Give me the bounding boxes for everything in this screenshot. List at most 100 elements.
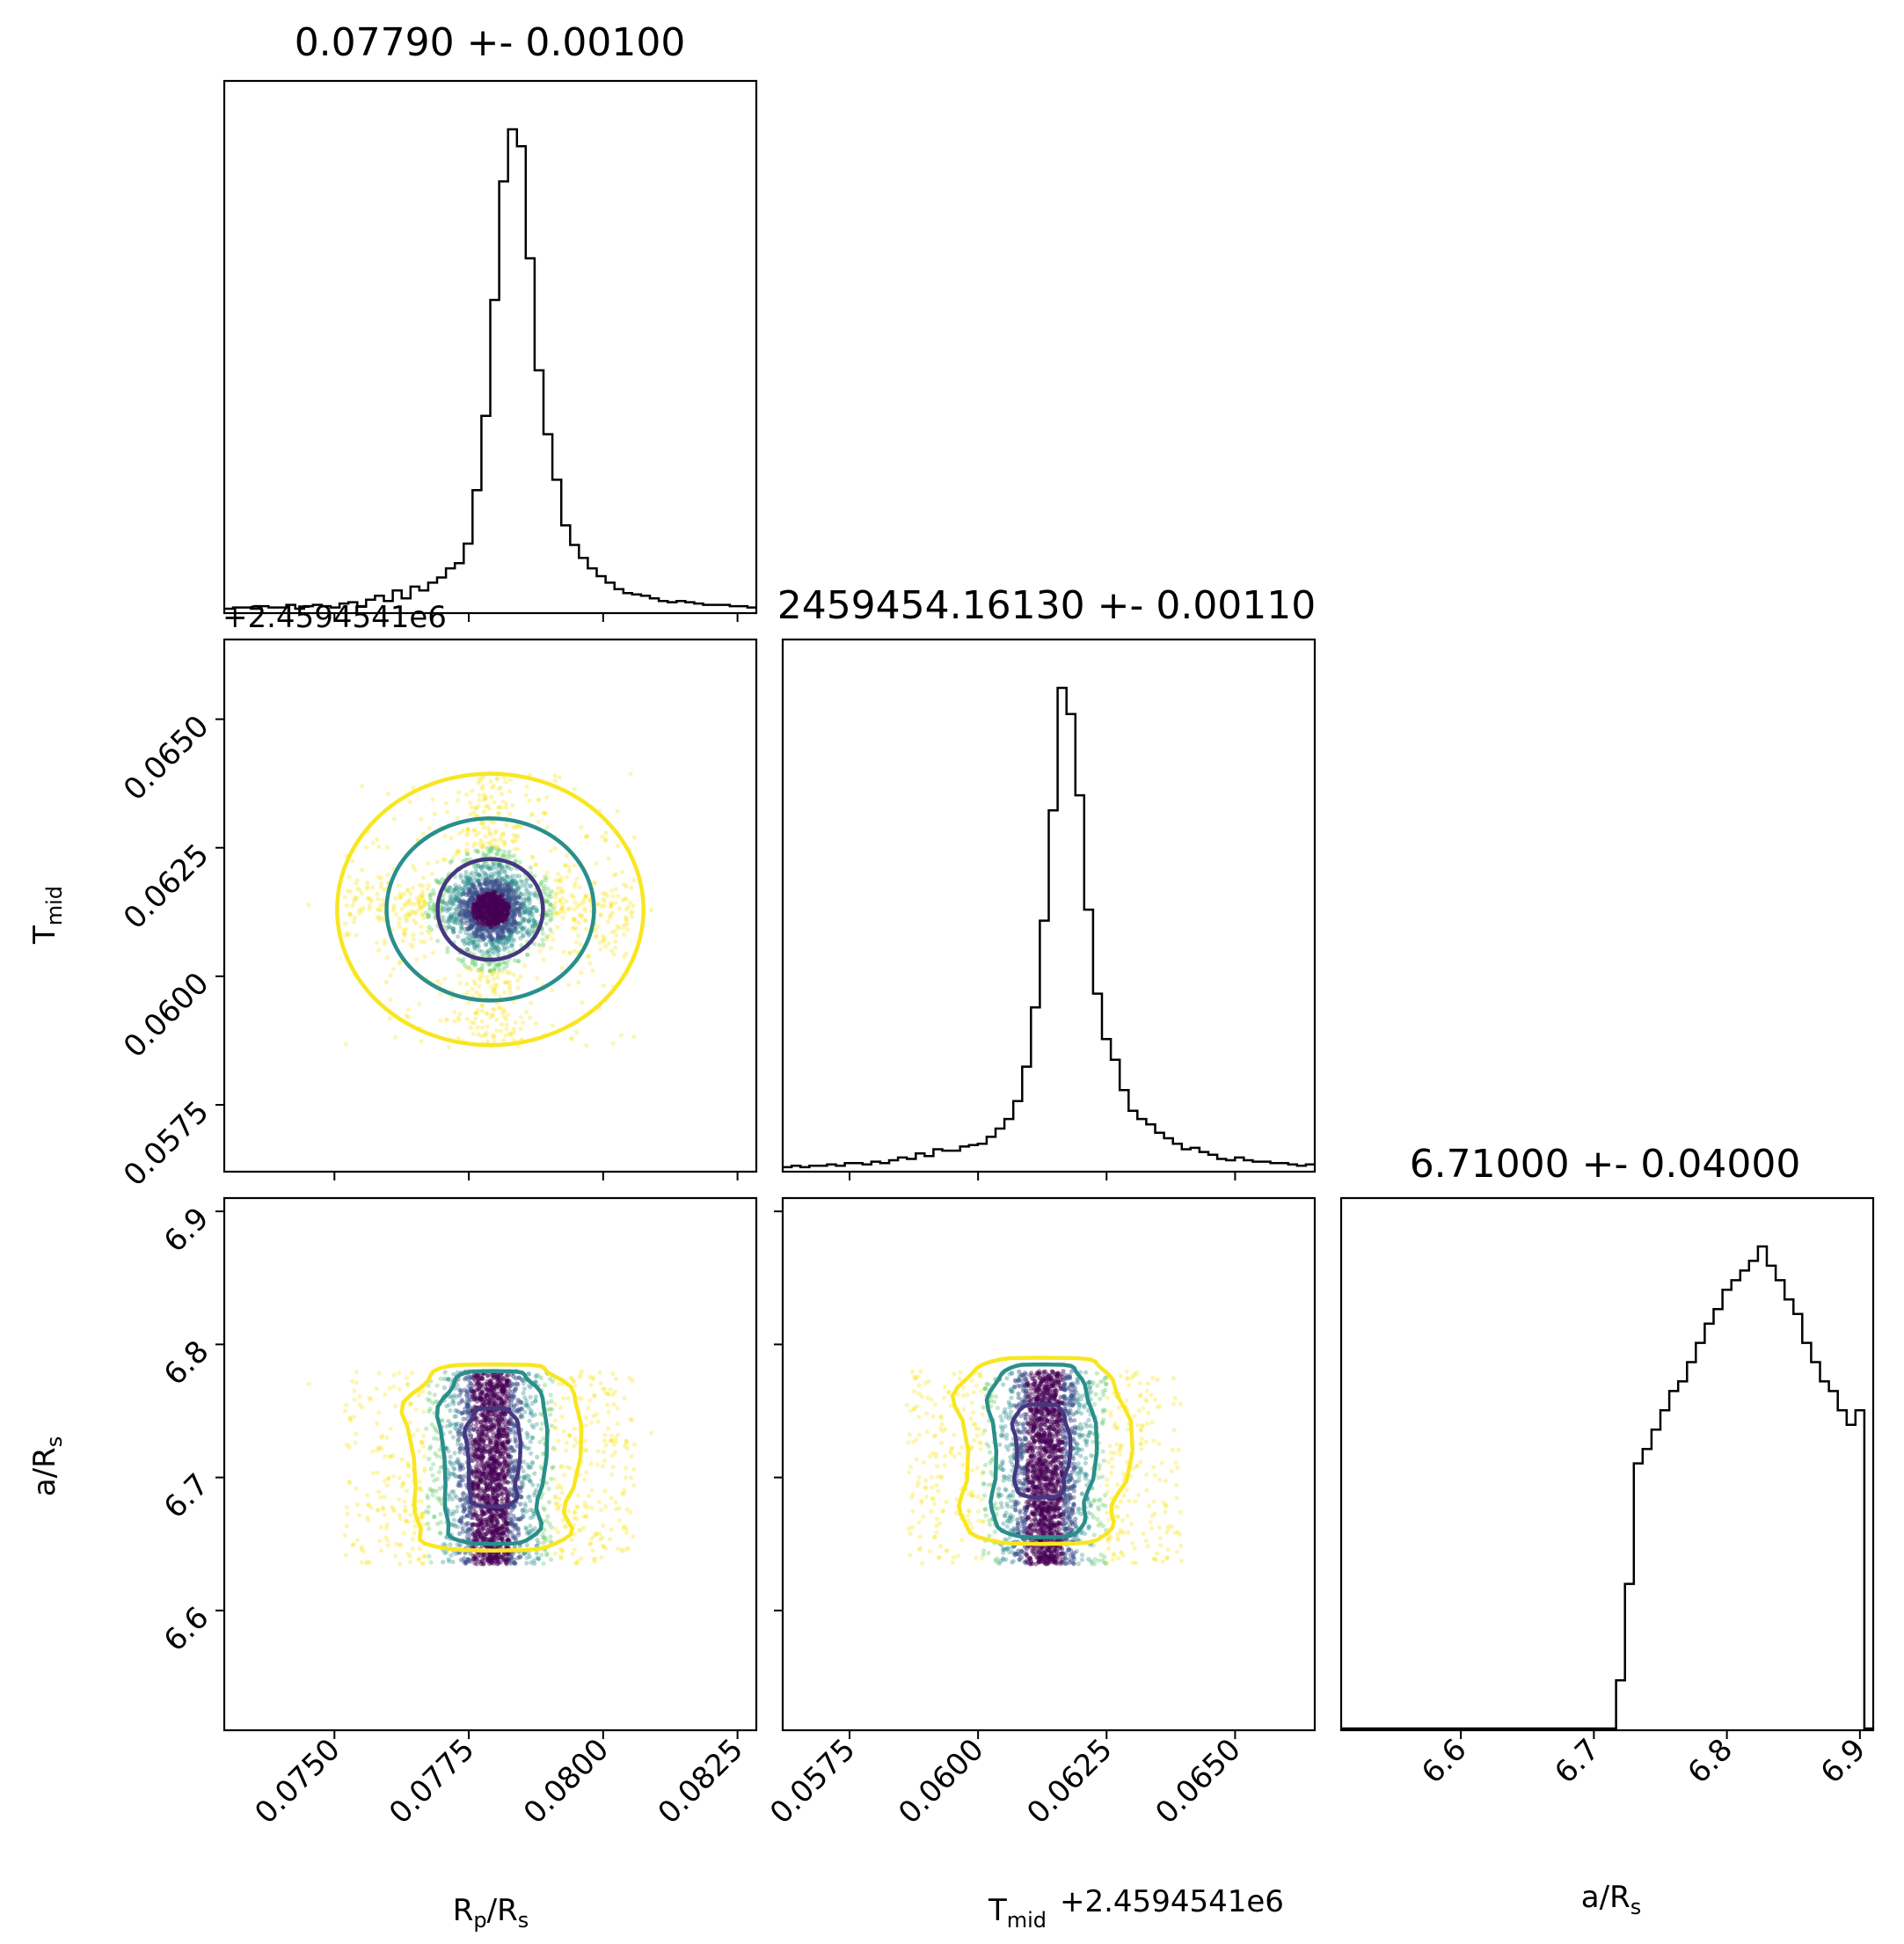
- scatter-point: [508, 902, 514, 908]
- scatter-point: [540, 938, 545, 943]
- scatter-point: [529, 907, 534, 912]
- scatter-point: [486, 880, 492, 885]
- scatter-point: [510, 1533, 515, 1539]
- scatter-point: [481, 809, 486, 815]
- scatter-point: [498, 934, 503, 939]
- scatter-point: [551, 937, 556, 942]
- scatter-point: [376, 844, 382, 850]
- scatter-point: [490, 916, 496, 921]
- scatter-point: [455, 798, 461, 803]
- scatter-point: [478, 897, 483, 903]
- scatter-point: [431, 1462, 436, 1467]
- scatter-point: [583, 894, 588, 899]
- scatter-point: [493, 837, 499, 843]
- scatter-point: [390, 1504, 395, 1509]
- scatter-point: [559, 1464, 565, 1469]
- scatter-point: [501, 1014, 507, 1020]
- scatter-point: [502, 1009, 507, 1014]
- scatter-point: [631, 835, 638, 840]
- scatter-point: [388, 998, 393, 1003]
- scatter-point: [549, 988, 555, 993]
- scatter-point: [548, 927, 553, 932]
- scatter-point: [513, 833, 519, 839]
- scatter-point: [484, 1011, 489, 1016]
- scatter-point: [430, 1473, 435, 1478]
- scatter-point: [537, 1439, 543, 1444]
- scatter-point: [528, 1515, 534, 1521]
- scatter-point: [470, 788, 475, 793]
- scatter-point: [511, 832, 516, 838]
- scatter-point: [492, 879, 499, 885]
- scatter-point: [477, 889, 482, 895]
- scatter-point: [530, 904, 536, 910]
- scatter-point: [484, 1498, 489, 1503]
- scatter-point: [540, 945, 545, 950]
- scatter-point: [471, 910, 476, 916]
- scatter-point: [624, 921, 630, 926]
- scatter-point: [468, 924, 474, 930]
- scatter-point: [501, 842, 507, 848]
- scatter-point: [573, 939, 580, 945]
- scatter-point: [486, 897, 492, 903]
- scatter-point: [530, 915, 536, 920]
- scatter-point: [451, 925, 456, 931]
- scatter-point: [504, 907, 509, 912]
- scatter-point: [489, 845, 494, 851]
- scatter-point: [565, 1395, 571, 1400]
- scatter-point: [451, 888, 456, 894]
- scatter-point: [522, 925, 528, 931]
- scatter-point: [602, 935, 608, 941]
- scatter-point: [500, 886, 506, 891]
- scatter-point: [624, 926, 630, 932]
- scatter-point: [500, 1427, 506, 1432]
- scatter-point: [602, 1458, 608, 1464]
- scatter-point: [471, 1020, 477, 1026]
- scatter-point: [462, 1377, 468, 1382]
- scatter-point: [354, 895, 360, 901]
- scatter-point: [419, 912, 425, 917]
- scatter-point: [488, 840, 493, 845]
- scatter-point: [472, 1479, 478, 1484]
- scatter-point: [615, 1421, 620, 1426]
- scatter-point: [485, 921, 491, 927]
- scatter-point: [479, 886, 485, 891]
- scatter-point: [500, 892, 507, 898]
- scatter-point: [379, 1446, 384, 1451]
- scatter-point: [426, 912, 431, 917]
- scatter-point: [476, 921, 481, 926]
- scatter-point: [505, 881, 510, 886]
- scatter-point: [609, 888, 615, 894]
- scatter-point: [352, 1414, 357, 1420]
- scatter-point: [548, 1557, 554, 1562]
- scatter-point: [501, 903, 507, 908]
- scatter-point: [522, 910, 528, 915]
- scatter-point: [602, 1488, 608, 1494]
- scatter-point: [500, 891, 505, 897]
- scatter-point: [609, 1433, 615, 1438]
- scatter-point: [493, 938, 499, 943]
- scatter-point: [595, 1419, 601, 1424]
- scatter-point: [455, 1504, 460, 1509]
- scatter-point: [498, 906, 503, 911]
- scatter-point: [473, 805, 478, 811]
- scatter-point: [427, 893, 433, 898]
- scatter-point: [476, 863, 482, 869]
- scatter-point: [454, 915, 459, 920]
- scatter-point: [616, 925, 622, 931]
- scatter-point: [423, 910, 428, 916]
- scatter-point: [468, 800, 473, 806]
- scatter-point: [492, 800, 497, 805]
- scatter-point: [470, 934, 475, 939]
- scatter-point: [484, 910, 489, 916]
- scatter-point: [472, 918, 478, 924]
- scatter-point: [490, 901, 495, 906]
- scatter-point: [556, 1530, 561, 1535]
- scatter-point: [504, 1561, 509, 1567]
- scatter-point: [518, 1502, 523, 1507]
- scatter-point: [443, 800, 449, 806]
- scatter-point: [385, 791, 391, 797]
- scatter-point: [479, 932, 485, 937]
- scatter-point: [446, 919, 451, 924]
- scatter-point: [521, 882, 526, 888]
- scatter-point: [441, 900, 446, 905]
